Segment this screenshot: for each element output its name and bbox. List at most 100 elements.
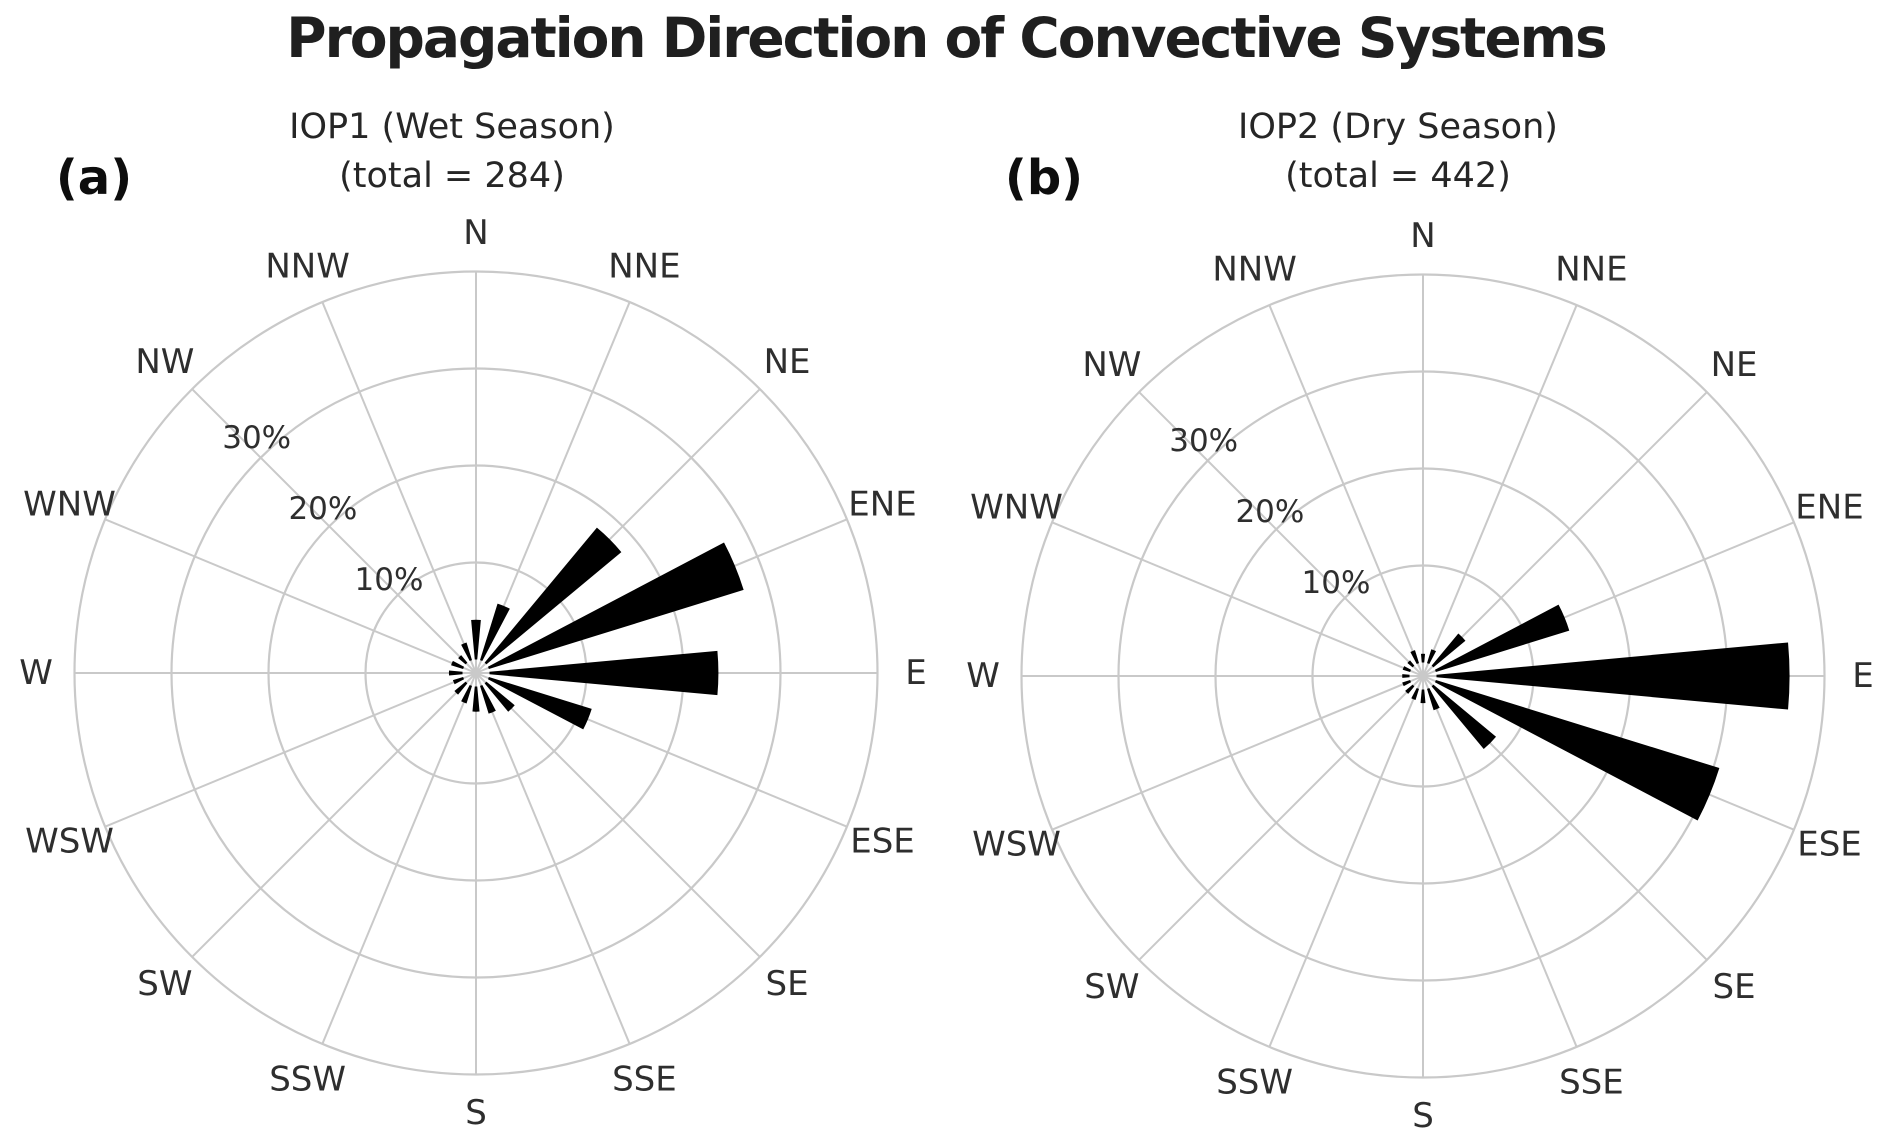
compass-label-E: E [1852,656,1873,696]
compass-label-SE: SE [766,964,809,1004]
rose-bar-S [1420,689,1426,704]
rose-bar-NE [1431,633,1466,668]
rose-bar-SSE [480,684,496,714]
grid-spoke-NNE [1422,304,1578,677]
panel-label-b: (b) [1004,150,1084,206]
rose-bar-SSW [461,684,472,704]
compass-label-SW: SW [137,964,192,1004]
polar-grid [73,270,879,1076]
compass-label-SSE: SSE [1559,1063,1624,1103]
rose-bar-E [1436,642,1790,710]
rose-bar-ENE [487,542,744,669]
rose-bar-N [1420,653,1426,663]
compass-label-NNE: NNE [608,247,680,287]
subtitle-iop2-line1: IOP2 (Dry Season) [1238,107,1558,147]
rose-bar-S [472,686,480,712]
rose-bar-NNE [480,603,510,662]
subtitle-iop1: IOP1 (Wet Season) (total = 284) [142,103,762,201]
rose-bar-ESE [487,677,592,730]
compass-label-SSE: SSE [612,1060,677,1100]
compass-label-WSW: WSW [972,824,1061,864]
grid-spoke-WSW [1051,675,1424,831]
grid-spoke-NW [1138,391,1424,677]
compass-label-S: S [465,1093,487,1133]
compass-label-NNW: NNW [1212,250,1297,290]
panel-label-a: (a) [55,150,133,206]
grid-spoke-NNW [1268,304,1424,677]
compass-label-ENE: ENE [1795,488,1863,528]
compass-label-WNW: WNW [23,485,116,525]
compass-label-S: S [1412,1096,1434,1136]
grid-spoke-NNW [321,301,477,674]
rose-bars [448,527,744,730]
rose-bar-WNW [451,660,465,669]
compass-labels: N NNE NE ENE E ESE SE SSE S SSW SW WSW W WNW NW NNW [966,216,1874,1136]
compass-label-N: N [463,213,488,253]
rose-bar-SW [1405,684,1415,694]
figure-title: Propagation Direction of Convective Syst… [286,6,1607,70]
subtitle-iop2-total: (total = 442) [1285,156,1511,196]
radial-tick-label-30pct: 30% [1169,423,1238,459]
rose-bars [1402,604,1790,821]
rose-bar-SSE [1427,687,1440,711]
rose-bar-E [489,650,719,696]
windrose-chart-iop1: 10% 20% 30% N NNE NE ENE E ESE SE SSE S SSW SW WSW W WNW… [19,213,927,1133]
rose-bar-W [1402,674,1410,678]
rose-bar-WSW [452,677,465,685]
compass-label-SSW: SSW [1216,1063,1293,1103]
rose-bar-WSW [1402,680,1412,687]
radial-tick-label-20pct: 20% [1235,494,1304,530]
radial-tick-label-10pct: 10% [1302,565,1371,601]
rose-bar-WNW [1402,666,1412,672]
grid-spoke-SSE [475,672,631,1045]
rose-bar-NW [1407,660,1415,668]
grid-spoke-SW [1138,675,1424,961]
compass-label-NNW: NNW [265,247,350,287]
windrose-chart-iop2: 10% 20% 30% N NNE NE ENE E ESE SE SSE S SSW SW WSW W WNW… [966,216,1874,1136]
grid-spoke-WNW [1051,521,1424,677]
grid-spoke-SSW [1268,675,1424,1048]
compass-label-NNE: NNE [1555,250,1627,290]
subtitle-iop2: IOP2 (Dry Season) (total = 442) [1088,103,1708,201]
radial-tick-labels: 10% 20% 30% [222,420,423,598]
compass-label-NW: NW [135,342,194,382]
grid-spoke-WSW [104,672,477,828]
rose-bar-NNE [1427,649,1437,665]
compass-labels: N NNE NE ENE E ESE SE SSE S SSW SW WSW W WNW NW NNW [19,213,927,1133]
radial-tick-label-30pct: 30% [222,420,291,456]
compass-label-E: E [905,653,926,693]
compass-label-NW: NW [1082,345,1141,385]
compass-label-WSW: WSW [25,821,114,861]
rose-bar-SSW [1411,687,1419,701]
rose-bar-N [471,619,481,660]
subtitle-iop1-total: (total = 284) [339,156,565,196]
radial-tick-label-10pct: 10% [355,562,424,598]
rose-bar-NNW [461,642,472,662]
grid-spoke-SSE [1422,675,1578,1048]
compass-label-W: W [19,653,53,693]
grid-spoke-SSW [321,672,477,1045]
compass-label-SE: SE [1713,967,1756,1007]
grid-spoke-NE [1422,391,1708,677]
radial-tick-label-20pct: 20% [288,491,357,527]
compass-label-ESE: ESE [850,821,915,861]
rose-bar-NW [458,655,468,665]
rose-bar-NNW [1410,650,1419,665]
compass-label-W: W [966,656,1000,696]
grid-spoke-SW [191,672,477,958]
subtitle-iop1-line1: IOP1 (Wet Season) [289,107,615,147]
rose-bar-ESE [1434,680,1720,821]
compass-label-ESE: ESE [1797,824,1862,864]
rose-bar-SW [454,681,468,695]
compass-label-N: N [1410,216,1435,256]
grid-spoke-WNW [104,518,477,674]
compass-label-NE: NE [764,342,811,382]
rose-bar-SE [1431,684,1497,750]
rose-bar-ENE [1434,604,1570,672]
rose-bar-W [448,670,463,676]
compass-label-SW: SW [1084,967,1139,1007]
compass-label-SSW: SSW [269,1060,346,1100]
radial-tick-labels: 10% 20% 30% [1169,423,1370,601]
rose-bar-NE [484,527,622,665]
